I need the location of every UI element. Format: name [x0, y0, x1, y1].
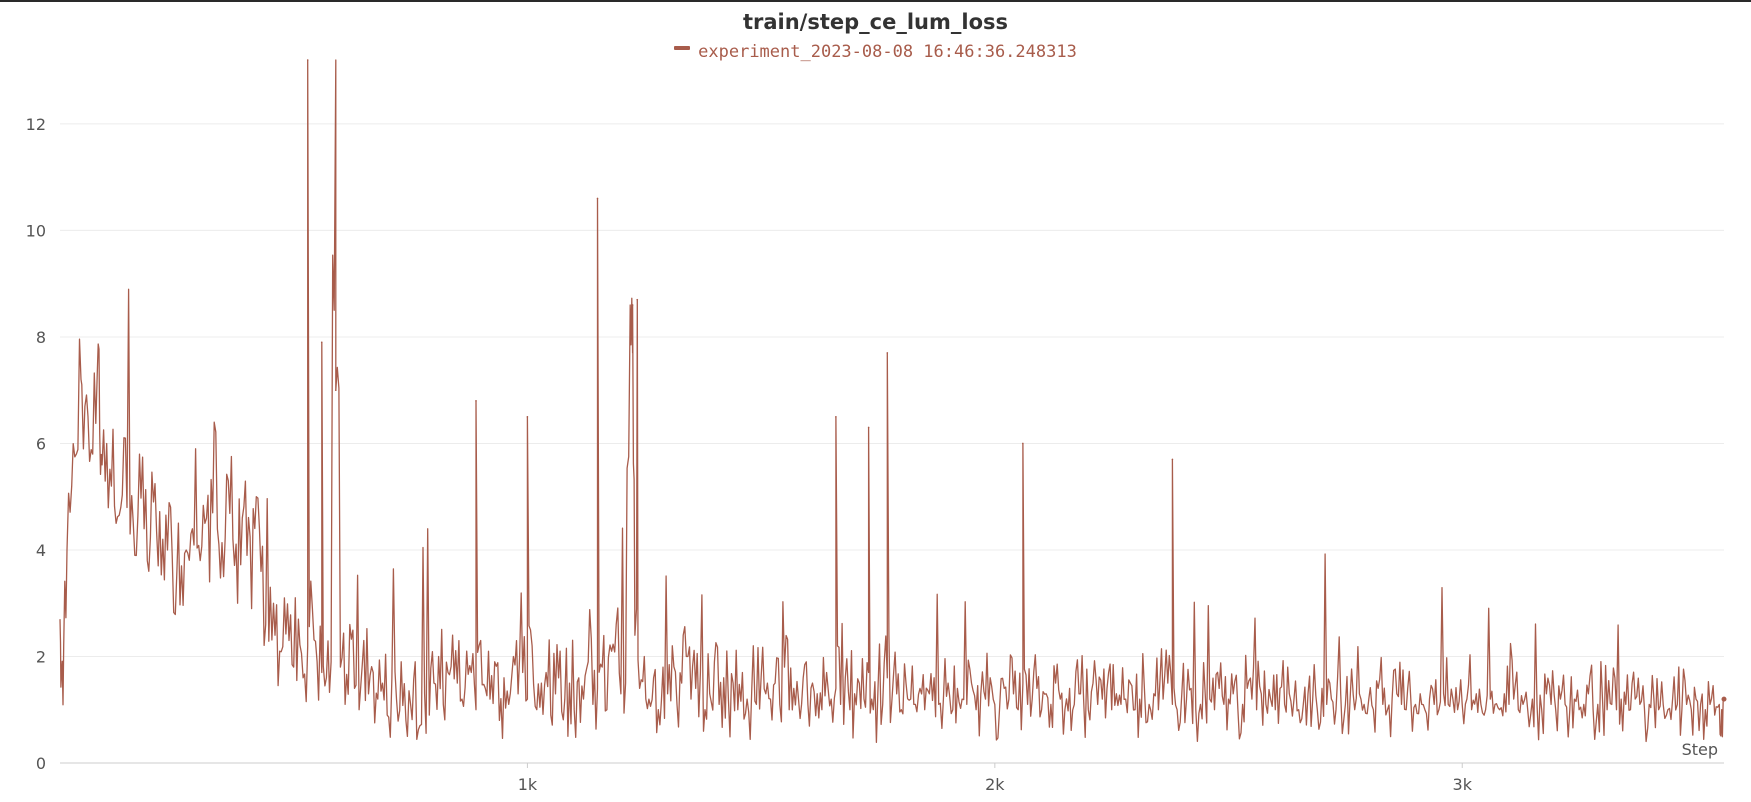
spike-point	[320, 341, 323, 344]
spike-point	[631, 304, 634, 306]
series-end-marker	[1721, 696, 1727, 702]
spike-point	[636, 298, 639, 301]
y-tick-label: 10	[26, 221, 46, 240]
x-tick-label: 1k	[518, 775, 538, 794]
x-tick-label: 2k	[985, 775, 1005, 794]
x-axis-label: Step	[1682, 740, 1718, 759]
spike-point	[334, 389, 337, 391]
legend[interactable]: experiment_2023-08-08 16:46:36.248313	[0, 42, 1751, 62]
y-tick-label: 0	[36, 754, 46, 773]
spike-point	[1022, 442, 1024, 445]
legend-series-label: experiment_2023-08-08 16:46:36.248313	[698, 42, 1077, 62]
spike-point	[306, 59, 309, 61]
spike-point	[886, 352, 889, 354]
spike-point	[475, 400, 477, 402]
legend-swatch	[674, 46, 691, 50]
y-tick-label: 8	[36, 328, 46, 347]
y-tick-label: 6	[36, 434, 46, 453]
spike-point	[867, 426, 870, 429]
y-tick-label: 2	[36, 647, 46, 666]
chart-title: train/step_ce_lum_loss	[742, 10, 1009, 34]
spike-point	[596, 197, 599, 200]
y-tick-label: 12	[26, 115, 46, 134]
top-border	[0, 0, 1751, 2]
x-tick-label: 3k	[1453, 775, 1473, 794]
spike-point	[526, 416, 529, 418]
spike-point	[1171, 458, 1174, 461]
spike-point	[835, 416, 837, 418]
series-line	[59, 59, 1725, 744]
y-tick-label: 4	[36, 541, 46, 560]
